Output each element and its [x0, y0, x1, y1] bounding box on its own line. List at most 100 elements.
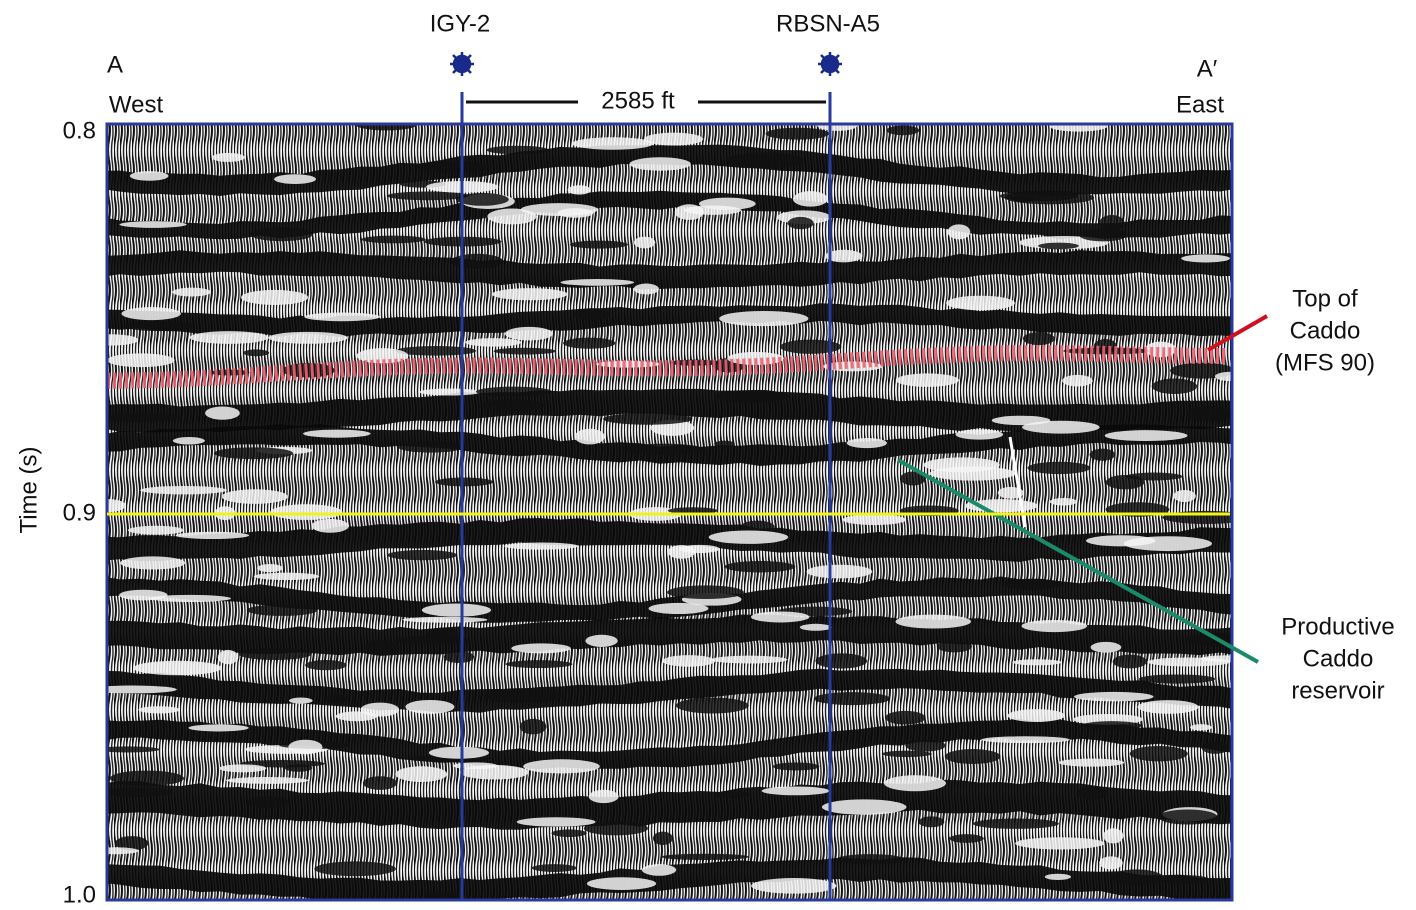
reflector-blob	[750, 611, 810, 623]
reflector-band	[107, 388, 1232, 434]
reflector-blob	[557, 208, 594, 218]
reflector-blob	[1156, 874, 1210, 884]
reflector-blob	[675, 697, 749, 714]
reflector-blob	[107, 746, 160, 753]
reflector-blob	[305, 660, 347, 671]
reflector-blob	[997, 486, 1024, 499]
reflector-blob	[138, 706, 180, 714]
annotation-line: Caddo	[1290, 317, 1361, 344]
reflector-blob	[895, 614, 971, 629]
reflector-blob	[443, 650, 475, 664]
reflector-blob	[435, 477, 494, 487]
reflector-blob	[644, 132, 704, 146]
reflector-blob	[1049, 497, 1078, 506]
reflector-blob	[724, 561, 796, 573]
reflector-blob	[119, 589, 168, 601]
reflector-blob	[504, 542, 579, 550]
reflector-blob	[560, 279, 635, 286]
reflector-blob	[335, 711, 377, 722]
reflector-blob	[792, 191, 829, 207]
reflector-band	[107, 668, 1232, 713]
reflector-blob	[949, 834, 984, 843]
pointer-line	[1008, 436, 1027, 528]
reflector-blob	[1110, 869, 1163, 886]
reflector-band	[107, 144, 1232, 197]
reflector-blob	[1076, 786, 1109, 800]
reflector-blob	[523, 759, 600, 774]
reflector-blob	[1081, 721, 1142, 730]
reflector-blob	[947, 224, 971, 240]
reflector-blob	[799, 623, 832, 631]
reflector-blob	[288, 739, 323, 755]
reflector-blob	[107, 787, 174, 798]
reflector-blob	[121, 307, 181, 321]
reflector-blob	[1015, 837, 1105, 850]
reflector-blob	[633, 283, 659, 295]
plot-frame	[105, 122, 1234, 902]
reflector-blob	[397, 441, 464, 453]
y-tick-label: 0.8	[63, 117, 96, 144]
reflector-blob	[1129, 745, 1188, 762]
caddo-horizon	[107, 345, 1227, 389]
reflector-blob	[1151, 378, 1198, 394]
reflector-blob	[1144, 341, 1177, 358]
reflector-blob	[189, 331, 269, 344]
reflector-blob	[1007, 709, 1065, 722]
reflector-blob	[1049, 124, 1108, 132]
reflector-blob	[725, 152, 804, 168]
reflector-blob	[1112, 654, 1147, 669]
reflector-blob	[772, 762, 820, 771]
reflector-blob	[127, 525, 185, 535]
reflector-blob	[1123, 536, 1212, 552]
reflector-band	[107, 779, 1232, 830]
well-name: IGY-2	[430, 10, 490, 37]
reflector-blob	[268, 331, 348, 344]
reflector-blob	[288, 697, 313, 704]
reflector-blob	[629, 157, 691, 171]
reflector-blob	[205, 406, 240, 420]
reflector-blob	[846, 437, 887, 449]
reflector-blob	[129, 171, 169, 181]
direction-label: West	[109, 91, 164, 118]
reflector-blob	[1062, 374, 1093, 387]
reflector-blob	[124, 320, 194, 332]
reflector-blob	[622, 443, 705, 455]
reflector-blob	[821, 799, 907, 815]
annotation-line: (MFS 90)	[1275, 349, 1375, 376]
reflector-blob	[842, 514, 907, 526]
reflector-blob	[1103, 828, 1124, 844]
reflector-blob	[815, 653, 868, 669]
reflector-blob	[813, 692, 891, 706]
reflector-blob	[395, 766, 448, 782]
reflector-blob	[1099, 215, 1125, 231]
axis-title: Time (s)	[15, 446, 42, 533]
reflector-blob	[1137, 700, 1199, 714]
annotation-line: Top of	[1292, 285, 1358, 312]
distance-label: 2585 ft	[601, 87, 675, 114]
reflector-blob	[304, 312, 380, 322]
well-symbol	[450, 52, 474, 76]
reflector-blob	[1027, 461, 1091, 475]
reflector-band	[107, 719, 1232, 769]
reflector-blob	[516, 817, 596, 827]
reflector-blob	[883, 775, 946, 792]
reflector-blob	[531, 864, 578, 872]
reflector-blob	[661, 853, 750, 861]
reflector-blob	[355, 124, 418, 131]
reflector-blob	[250, 227, 314, 242]
reflector-blob	[109, 770, 185, 786]
reflector-blob	[779, 339, 842, 354]
reflector-blob	[586, 877, 657, 890]
section-end-label: A′	[1197, 55, 1218, 82]
reflector-blob	[1021, 619, 1088, 633]
reflector-blob	[253, 572, 320, 581]
reflector-blob	[284, 764, 313, 772]
reflector-blob	[895, 373, 960, 387]
reflector-blob	[1022, 420, 1100, 434]
reflector-blob	[918, 816, 945, 828]
reflector-blob	[465, 338, 522, 347]
reflector-blob	[478, 399, 545, 412]
reflector-blob	[423, 891, 460, 900]
